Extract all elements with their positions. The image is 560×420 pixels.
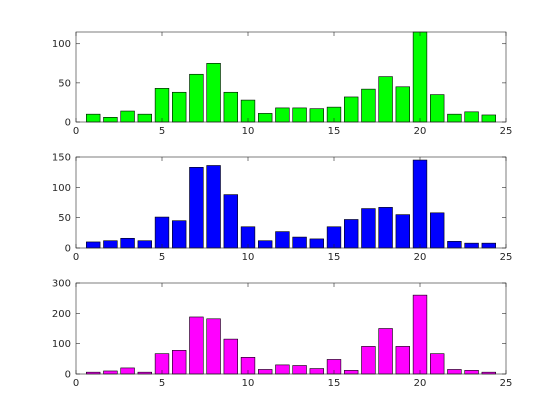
bar: [172, 220, 187, 249]
bar: [86, 241, 101, 249]
bar: [412, 31, 428, 123]
x-tick-label: 25: [500, 126, 513, 137]
y-tick-label: 150: [52, 153, 71, 164]
bar: [447, 113, 462, 123]
bar: [378, 207, 393, 249]
bar: [292, 107, 307, 123]
bar: [275, 107, 290, 123]
subplot-2: 0 5 10 15 20 25 0 50 100 150: [52, 153, 512, 264]
bar: [206, 318, 221, 375]
y-tick-label: 100: [52, 183, 71, 194]
x-tick-label: 20: [414, 252, 427, 263]
bar: [481, 242, 496, 249]
x-tick-label: 5: [159, 378, 165, 389]
bar: [206, 165, 221, 249]
bar: [309, 238, 324, 249]
bar: [172, 350, 187, 375]
y-tick-label: 200: [52, 309, 71, 320]
bar: [430, 94, 445, 123]
bar: [309, 368, 324, 375]
bar: [258, 240, 273, 249]
x-tick-label: 15: [328, 126, 341, 137]
subplot-1: 0 5 10 15 20 25 0 50 100: [52, 31, 513, 137]
bar: [223, 338, 238, 375]
bar: [258, 113, 273, 123]
y-tick-label: 50: [58, 78, 71, 89]
y-tick-label: 100: [52, 39, 71, 50]
x-tick-label: 0: [73, 378, 79, 389]
bar: [361, 346, 376, 375]
bar: [154, 88, 170, 123]
bar: [206, 63, 221, 123]
x-tick-label: 25: [500, 252, 513, 263]
bar: [120, 110, 135, 123]
y-tick-label: 0: [65, 370, 71, 381]
x-tick-label: 20: [414, 126, 427, 137]
bar: [395, 86, 410, 123]
y-tick-label: 0: [65, 118, 71, 129]
x-tick-label: 10: [242, 252, 255, 263]
bar: [120, 367, 135, 375]
bar: [361, 88, 376, 123]
bar: [361, 208, 376, 249]
y-tick-label: 50: [58, 213, 71, 224]
x-tick-label: 25: [500, 378, 513, 389]
bar: [447, 241, 462, 249]
x-tick-label: 10: [242, 378, 255, 389]
bar: [103, 117, 118, 123]
x-tick-label: 20: [414, 378, 427, 389]
bar: [378, 328, 393, 375]
bar: [447, 369, 462, 375]
axes-frame: [75, 156, 507, 249]
bar: [395, 214, 410, 249]
x-tick-label: 0: [73, 252, 79, 263]
bar: [430, 212, 445, 249]
bar: [258, 369, 273, 375]
bar: [344, 219, 359, 249]
bar: [292, 236, 307, 249]
x-tick-label: 5: [159, 126, 165, 137]
bar: [103, 370, 118, 375]
bar: [430, 353, 445, 375]
bar: [481, 114, 496, 123]
bar: [412, 294, 428, 375]
bar: [412, 159, 428, 249]
bar: [378, 76, 393, 123]
bar: [464, 111, 479, 123]
bar: [309, 108, 324, 123]
bar: [223, 91, 238, 123]
bar: [344, 96, 359, 123]
bar: [275, 231, 290, 249]
bar: [189, 316, 204, 375]
bar: [464, 370, 479, 375]
y-tick-label: 100: [52, 339, 71, 350]
x-tick-label: 15: [328, 378, 341, 389]
x-tick-label: 10: [242, 126, 255, 137]
bar: [137, 113, 152, 123]
subplot-3: 0 5 10 15 20 25 0 100 200 300: [52, 279, 512, 390]
bar: [86, 113, 101, 123]
bar: [189, 167, 204, 249]
bar: [275, 364, 290, 375]
x-tick-label: 15: [328, 252, 341, 263]
bar: [120, 237, 135, 249]
x-tick-label: 5: [159, 252, 165, 263]
bar: [189, 73, 204, 123]
y-tick-label: 0: [65, 244, 71, 255]
axes-frame: [75, 31, 507, 123]
axes-frame: [75, 282, 507, 375]
bar: [464, 242, 479, 249]
bar: [172, 91, 187, 123]
bar: [154, 216, 170, 249]
x-tick-label: 0: [73, 126, 79, 137]
y-tick-label: 300: [52, 279, 71, 290]
bar: [137, 240, 152, 249]
bar: [344, 370, 359, 375]
bar: [292, 365, 307, 375]
bar: [395, 346, 410, 375]
bar: [223, 194, 238, 249]
bar: [103, 240, 118, 249]
